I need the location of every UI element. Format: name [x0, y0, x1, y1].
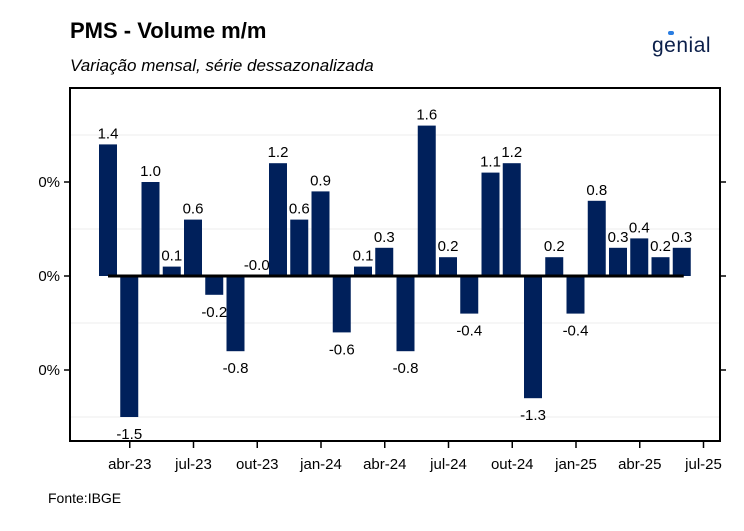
- data-label: -0.8: [393, 360, 419, 377]
- x-tick-label: jan-24: [299, 456, 342, 473]
- bar: [120, 276, 139, 417]
- data-label: 1.0: [140, 163, 161, 180]
- bar: [417, 125, 436, 276]
- data-label: 0.9: [310, 172, 331, 189]
- data-label: 1.4: [98, 125, 119, 142]
- bar: [205, 276, 224, 295]
- data-label: 0.2: [650, 238, 671, 255]
- data-label: -0.4: [456, 323, 482, 340]
- bar: [439, 257, 457, 276]
- data-label: 0.1: [161, 248, 182, 265]
- plot-frame: [69, 87, 721, 442]
- x-tick-label: jul-23: [174, 456, 212, 473]
- genial-logo: genial: [652, 34, 712, 57]
- bar: [651, 257, 670, 276]
- chart-subtitle: Variação mensal, série dessazonalizada: [70, 56, 374, 75]
- x-tick-label: jul-25: [684, 456, 722, 473]
- bar: [269, 163, 287, 276]
- x-tick-label: jan-25: [554, 456, 597, 473]
- data-label: 0.1: [353, 248, 374, 265]
- bar: [502, 163, 521, 276]
- data-label: 1.2: [268, 144, 289, 161]
- data-label: 0.3: [608, 229, 629, 246]
- data-label: 0.8: [586, 182, 607, 199]
- x-tick-label: abr-23: [108, 456, 151, 473]
- bar: [672, 247, 691, 276]
- bar: [332, 276, 351, 333]
- data-label: -0.0: [244, 257, 270, 274]
- bar: [460, 276, 479, 314]
- bar: [354, 266, 372, 276]
- data-label: 1.6: [416, 107, 437, 124]
- data-label: 0.2: [438, 238, 459, 255]
- data-label: -0.6: [329, 341, 355, 358]
- data-labels: 1.4-1.51.00.10.6-0.2-0.8-0.01.20.60.9-0.…: [98, 107, 693, 443]
- bar: [481, 172, 500, 276]
- bar: [524, 276, 542, 399]
- y-tick-label: 0%: [38, 174, 60, 191]
- bar-chart: 1.4-1.51.00.10.6-0.2-0.8-0.01.20.60.9-0.…: [38, 87, 726, 473]
- data-label: -0.4: [563, 323, 589, 340]
- data-label: -0.8: [223, 360, 249, 377]
- bar: [566, 276, 585, 314]
- data-label: 0.2: [544, 238, 565, 255]
- bar: [375, 247, 394, 276]
- bar: [226, 276, 245, 352]
- bar: [545, 257, 564, 276]
- bar: [141, 182, 160, 276]
- x-tick-label: out-23: [236, 456, 279, 473]
- data-label: 0.3: [671, 229, 692, 246]
- data-label: 0.6: [289, 201, 310, 218]
- bar: [609, 247, 627, 276]
- bar: [184, 219, 202, 276]
- y-tick-label: 0%: [38, 268, 60, 285]
- data-label: 1.2: [501, 144, 522, 161]
- chart-title: PMS - Volume m/m: [70, 18, 267, 43]
- axes: 0% 0% 0% abr-23 jul-23 out-23 jan-24 abr-24 jul-…: [38, 87, 726, 473]
- data-label: -1.3: [520, 407, 546, 424]
- bar: [587, 200, 606, 276]
- x-tick-label: abr-25: [618, 456, 661, 473]
- data-label: 1.1: [480, 154, 501, 171]
- grid-lines: [70, 134, 720, 418]
- data-label: -1.5: [116, 426, 142, 443]
- x-tick-label: jul-24: [429, 456, 467, 473]
- bars: [99, 125, 691, 417]
- bar: [290, 219, 309, 276]
- bar: [162, 266, 181, 276]
- data-label: 0.3: [374, 229, 395, 246]
- bar: [311, 191, 330, 276]
- data-label: 0.4: [629, 219, 650, 236]
- bar: [396, 276, 415, 352]
- source-note: Fonte:IBGE: [48, 490, 122, 506]
- data-label: 0.6: [183, 201, 204, 218]
- y-tick-label: 0%: [38, 362, 60, 379]
- bar: [630, 238, 649, 276]
- bar: [99, 144, 117, 276]
- logo-accent-icon: [668, 31, 674, 35]
- x-tick-label: out-24: [491, 456, 534, 473]
- data-label: -0.2: [201, 304, 227, 321]
- x-tick-label: abr-24: [363, 456, 406, 473]
